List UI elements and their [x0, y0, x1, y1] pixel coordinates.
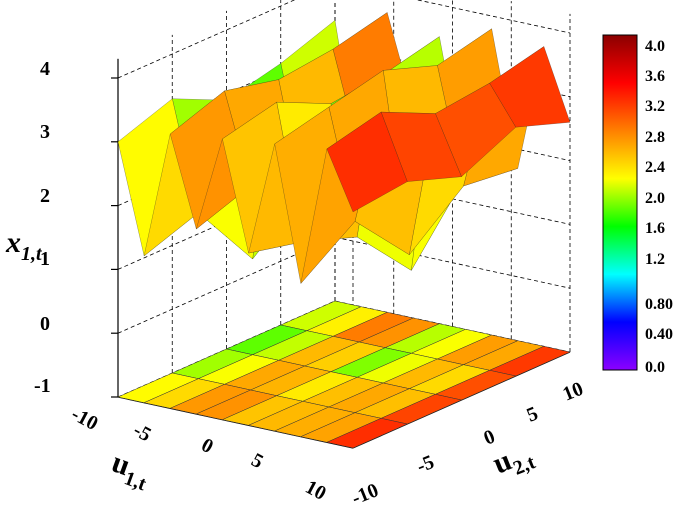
colorbar-gradient [602, 34, 638, 371]
z-tick-label: 1 [40, 248, 50, 270]
colorbar-tick-label: 0.40 [645, 326, 673, 343]
gridline [117, 236, 571, 334]
y-tick-label: 5 [524, 402, 542, 426]
z-axis-ticks: 4 3 2 1 0 -1 [34, 58, 51, 397]
colorbar-tick-label: 2.4 [645, 159, 665, 176]
x-axis-label: u1,t [106, 446, 156, 496]
colorbar-tick-label: 0.80 [645, 296, 673, 313]
floor-contour-projection [117, 300, 571, 449]
colorbar-tick-label: 1.6 [645, 220, 665, 237]
gridline [117, 0, 571, 79]
colorbar-ticks: 4.0 3.6 3.2 2.8 2.4 2.0 1.6 1.2 0.80 0.4… [645, 38, 673, 376]
y-tick-label: 10 [560, 378, 587, 406]
colorbar: 4.0 3.6 3.2 2.8 2.4 2.0 1.6 1.2 0.80 0.4… [602, 34, 673, 376]
x-tick-label: 5 [248, 449, 267, 473]
colorbar-tick-label: 2.8 [645, 129, 665, 146]
z-tick-label: 4 [40, 58, 50, 80]
colorbar-tick-label: 0.0 [645, 359, 665, 376]
x-tick-label: 10 [302, 476, 330, 505]
x-tick-label: -10 [68, 403, 102, 435]
x-tick-label: 0 [198, 434, 217, 458]
colorbar-tick-label: 3.2 [645, 98, 665, 115]
z-tick-label: 0 [40, 313, 50, 335]
y-tick-label: -10 [349, 479, 382, 509]
floor-cell [326, 418, 409, 449]
surface-mesh [117, 12, 571, 285]
z-tick-label: 3 [40, 121, 50, 143]
z-tick-label: 2 [40, 185, 50, 207]
z-tick-label: -1 [34, 375, 51, 397]
y-tick-label: -5 [414, 451, 438, 478]
z-axis-label: x1,t [5, 226, 43, 265]
colorbar-tick-label: 1.2 [645, 251, 665, 268]
colorbar-tick-label: 2.0 [645, 190, 665, 207]
gridline [117, 172, 571, 270]
x-tick-label: -5 [130, 419, 155, 446]
colorbar-tick-label: 4.0 [645, 38, 665, 55]
colorbar-tick-label: 3.6 [645, 68, 665, 85]
surface-cell [326, 111, 408, 213]
